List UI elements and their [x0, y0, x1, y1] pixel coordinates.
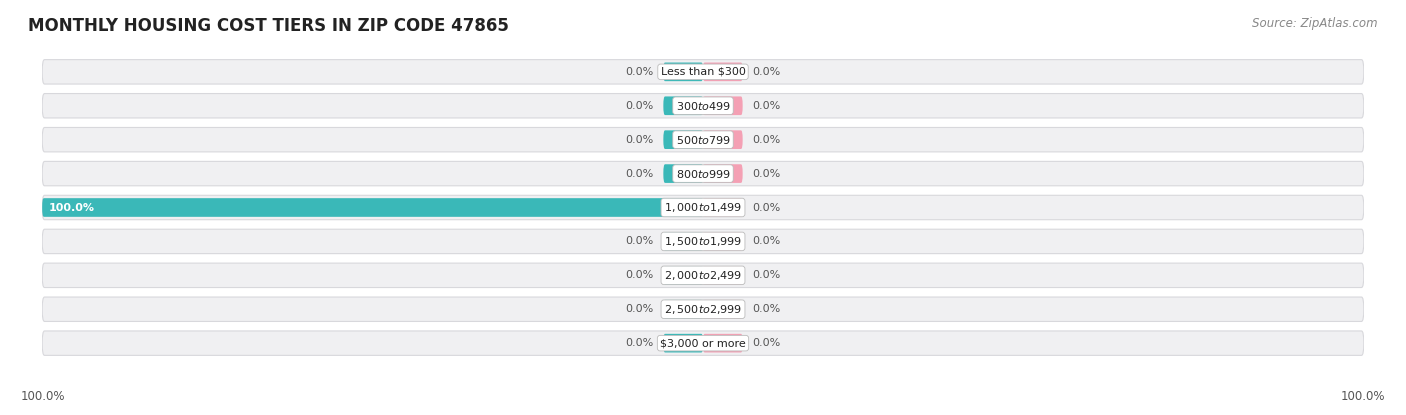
- FancyBboxPatch shape: [703, 63, 742, 81]
- FancyBboxPatch shape: [664, 164, 703, 183]
- Text: $2,000 to $2,499: $2,000 to $2,499: [664, 269, 742, 282]
- Text: 0.0%: 0.0%: [752, 237, 780, 247]
- Text: $2,500 to $2,999: $2,500 to $2,999: [664, 303, 742, 316]
- Text: 0.0%: 0.0%: [752, 67, 780, 77]
- FancyBboxPatch shape: [703, 164, 742, 183]
- FancyBboxPatch shape: [664, 300, 703, 319]
- FancyBboxPatch shape: [664, 232, 703, 251]
- Text: 0.0%: 0.0%: [626, 168, 654, 178]
- FancyBboxPatch shape: [42, 161, 1364, 186]
- FancyBboxPatch shape: [42, 93, 1364, 118]
- Text: 0.0%: 0.0%: [752, 338, 780, 348]
- FancyBboxPatch shape: [42, 127, 1364, 152]
- FancyBboxPatch shape: [703, 130, 742, 149]
- FancyBboxPatch shape: [664, 130, 703, 149]
- FancyBboxPatch shape: [664, 334, 703, 352]
- FancyBboxPatch shape: [703, 198, 742, 217]
- Text: $1,000 to $1,499: $1,000 to $1,499: [664, 201, 742, 214]
- FancyBboxPatch shape: [664, 96, 703, 115]
- FancyBboxPatch shape: [664, 63, 703, 81]
- Text: 0.0%: 0.0%: [752, 304, 780, 314]
- Text: $800 to $999: $800 to $999: [675, 168, 731, 180]
- Text: $3,000 or more: $3,000 or more: [661, 338, 745, 348]
- Text: Less than $300: Less than $300: [661, 67, 745, 77]
- FancyBboxPatch shape: [42, 198, 703, 217]
- FancyBboxPatch shape: [42, 60, 1364, 84]
- Text: 0.0%: 0.0%: [626, 135, 654, 145]
- FancyBboxPatch shape: [703, 266, 742, 285]
- Text: 0.0%: 0.0%: [626, 304, 654, 314]
- FancyBboxPatch shape: [42, 263, 1364, 288]
- FancyBboxPatch shape: [42, 229, 1364, 254]
- Text: 0.0%: 0.0%: [626, 237, 654, 247]
- Text: 100.0%: 100.0%: [49, 203, 94, 212]
- Text: 0.0%: 0.0%: [752, 135, 780, 145]
- Text: 0.0%: 0.0%: [626, 67, 654, 77]
- Text: 0.0%: 0.0%: [626, 101, 654, 111]
- Text: Source: ZipAtlas.com: Source: ZipAtlas.com: [1253, 17, 1378, 29]
- FancyBboxPatch shape: [42, 195, 1364, 220]
- Text: 0.0%: 0.0%: [626, 270, 654, 280]
- FancyBboxPatch shape: [42, 331, 1364, 355]
- Text: 100.0%: 100.0%: [1340, 390, 1385, 403]
- FancyBboxPatch shape: [42, 297, 1364, 322]
- Text: 0.0%: 0.0%: [752, 168, 780, 178]
- Text: 0.0%: 0.0%: [752, 270, 780, 280]
- FancyBboxPatch shape: [703, 96, 742, 115]
- Text: MONTHLY HOUSING COST TIERS IN ZIP CODE 47865: MONTHLY HOUSING COST TIERS IN ZIP CODE 4…: [28, 17, 509, 34]
- FancyBboxPatch shape: [703, 334, 742, 352]
- FancyBboxPatch shape: [703, 300, 742, 319]
- Text: 0.0%: 0.0%: [752, 203, 780, 212]
- Text: 0.0%: 0.0%: [752, 101, 780, 111]
- FancyBboxPatch shape: [703, 232, 742, 251]
- Text: 100.0%: 100.0%: [21, 390, 66, 403]
- Text: 0.0%: 0.0%: [626, 338, 654, 348]
- Text: $300 to $499: $300 to $499: [675, 100, 731, 112]
- Text: $500 to $799: $500 to $799: [675, 134, 731, 146]
- FancyBboxPatch shape: [664, 266, 703, 285]
- Text: $1,500 to $1,999: $1,500 to $1,999: [664, 235, 742, 248]
